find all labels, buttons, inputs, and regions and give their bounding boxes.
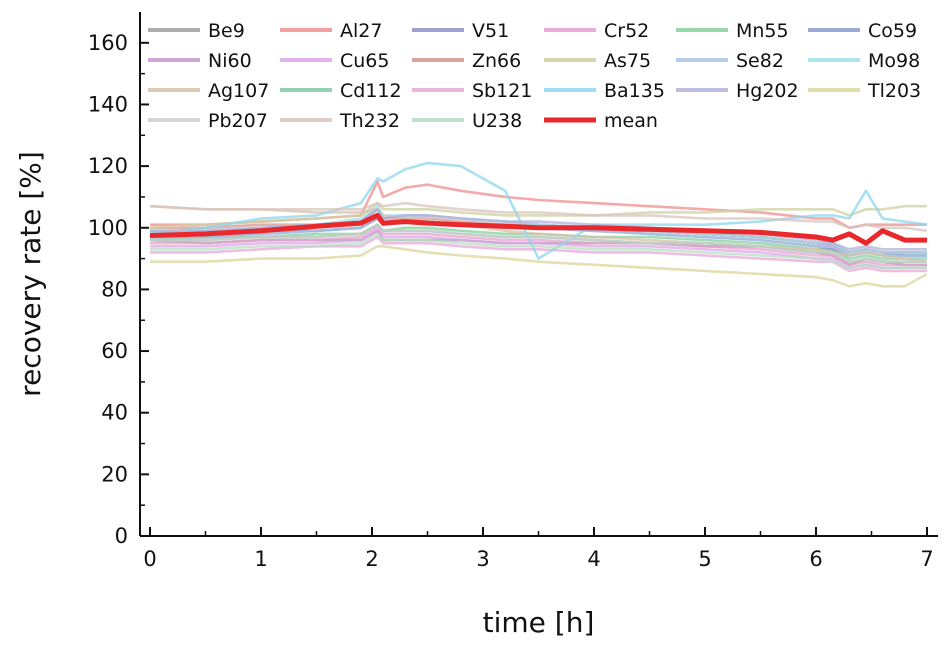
y-tick-label: 60 xyxy=(101,339,128,363)
y-tick-label: 20 xyxy=(101,462,128,486)
x-tick-label: 1 xyxy=(254,547,267,571)
legend-label-cu65: Cu65 xyxy=(340,50,390,72)
y-tick-label: 140 xyxy=(88,92,128,116)
axes: 0 20 40 60 80 100 120 140 160 0 1 2 3 4 5 6 7 xyxy=(88,12,938,571)
y-tick-label: 120 xyxy=(88,154,128,178)
series-line-u238 xyxy=(150,232,927,270)
y-axis-title: recovery rate [%] xyxy=(14,151,47,397)
x-tick-label: 6 xyxy=(809,547,822,571)
legend: Be9 Al27 V51 Cr52 Mn55 Co59 Ni60 Cu65 Zn66 As75 Se… xyxy=(148,20,921,132)
legend-label-al27: Al27 xyxy=(340,20,382,42)
legend-label-cr52: Cr52 xyxy=(604,20,649,42)
y-tick-label: 160 xyxy=(88,31,128,55)
legend-label-ag107: Ag107 xyxy=(208,80,269,102)
legend-label-ba135: Ba135 xyxy=(604,80,665,102)
x-tick-label: 4 xyxy=(587,547,600,571)
legend-label-cd112: Cd112 xyxy=(340,80,402,102)
legend-label-sb121: Sb121 xyxy=(472,80,532,102)
series-line-mo98 xyxy=(150,204,927,254)
plot-series-group xyxy=(149,161,928,288)
series-line-tl203 xyxy=(150,245,928,288)
legend-label-pb207: Pb207 xyxy=(208,110,268,132)
x-axis-title: time [h] xyxy=(483,606,595,639)
y-tick-label: 0 xyxy=(115,524,128,548)
legend-label-mo98: Mo98 xyxy=(868,50,920,72)
legend-label-v51: V51 xyxy=(472,20,509,42)
legend-label-tl203: Tl203 xyxy=(867,80,921,102)
series-line-cr52 xyxy=(150,226,927,267)
y-tick-label: 100 xyxy=(88,216,128,240)
x-tick-label: 3 xyxy=(476,547,489,571)
legend-label-ni60: Ni60 xyxy=(208,50,252,72)
x-tick-label: 2 xyxy=(365,547,378,571)
legend-label-be9: Be9 xyxy=(208,20,245,42)
series-line-mean xyxy=(149,212,927,246)
legend-label-mn55: Mn55 xyxy=(736,20,789,42)
legend-label-th232: Th232 xyxy=(339,110,400,132)
legend-label-se82: Se82 xyxy=(736,50,784,72)
legend-label-zn66: Zn66 xyxy=(472,50,521,72)
legend-label-co59: Co59 xyxy=(868,20,917,42)
series-line-pb207 xyxy=(150,223,927,264)
series-line-sb121 xyxy=(150,235,927,273)
series-line-as75 xyxy=(149,201,927,230)
series-line-ba135 xyxy=(149,161,928,260)
series-line-ag107 xyxy=(149,204,928,263)
legend-label-mean: mean xyxy=(604,110,658,132)
x-tick-label: 7 xyxy=(920,547,933,571)
y-tick-label: 80 xyxy=(101,277,128,301)
y-tick-label: 40 xyxy=(101,401,128,425)
x-tick-label: 5 xyxy=(698,547,711,571)
legend-label-as75: As75 xyxy=(604,50,651,72)
x-tick-label: 0 xyxy=(143,547,156,571)
legend-label-u238: U238 xyxy=(472,110,522,132)
series-line-th232 xyxy=(149,201,928,233)
legend-label-hg202: Hg202 xyxy=(736,80,799,102)
